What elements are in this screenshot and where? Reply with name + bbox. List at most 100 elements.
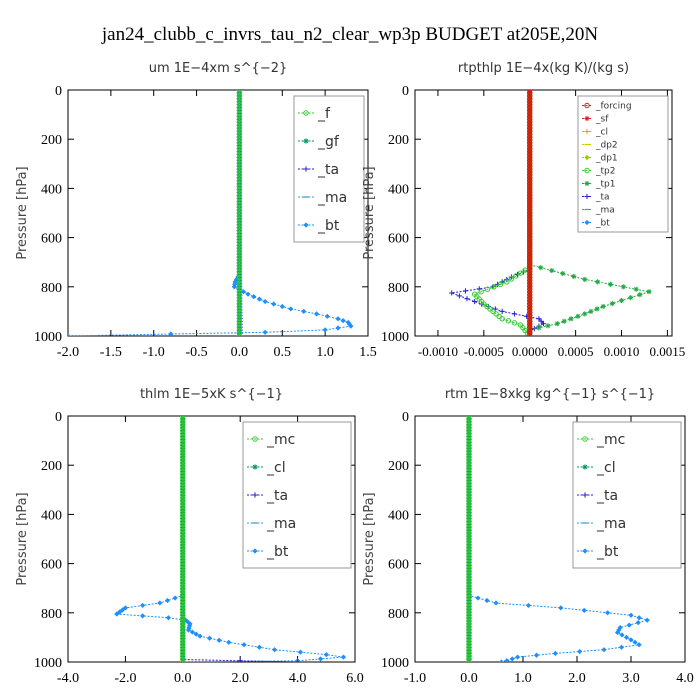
data-point xyxy=(466,486,472,492)
data-point xyxy=(180,565,186,571)
data-point xyxy=(466,612,472,618)
data-point xyxy=(527,110,533,117)
data-point xyxy=(236,286,243,292)
data-point xyxy=(180,656,186,662)
data-point xyxy=(527,289,533,295)
data-point xyxy=(180,518,186,525)
data-point xyxy=(527,104,533,111)
data-point xyxy=(466,507,472,513)
data-point xyxy=(180,509,186,516)
data-point xyxy=(549,267,555,274)
data-point xyxy=(236,324,243,330)
legend-entry: _forcing xyxy=(595,102,632,112)
x-tick-label: -0.0010 xyxy=(418,344,458,359)
data-point xyxy=(536,325,542,331)
data-point xyxy=(180,507,186,513)
y-tick-label: 800 xyxy=(41,607,62,622)
data-point xyxy=(527,140,533,146)
data-point xyxy=(236,113,243,120)
data-point xyxy=(466,477,472,484)
data-point xyxy=(527,160,533,166)
data-point xyxy=(527,128,533,134)
data-point xyxy=(236,201,243,207)
x-tick-label: -1.0 xyxy=(143,345,165,360)
data-point xyxy=(180,483,186,489)
data-point xyxy=(527,224,533,231)
x-tick-label: 0.0015 xyxy=(650,344,686,359)
data-point xyxy=(466,433,472,440)
x-tick-label: 1.5 xyxy=(359,345,377,360)
y-tick-label: 400 xyxy=(388,508,409,523)
data-point xyxy=(180,650,186,656)
data-point xyxy=(466,632,472,639)
data-point xyxy=(466,433,472,440)
data-point xyxy=(466,425,472,431)
data-point xyxy=(180,419,186,425)
legend-entry: _ta xyxy=(595,193,610,203)
data-point xyxy=(609,300,615,307)
data-point xyxy=(636,615,642,621)
data-point xyxy=(180,571,186,577)
data-point xyxy=(236,298,243,304)
data-point xyxy=(466,445,472,451)
data-point xyxy=(527,163,533,169)
data-point xyxy=(466,635,472,642)
legend-marker xyxy=(584,102,590,109)
data-point xyxy=(180,527,186,533)
data-point xyxy=(288,306,294,312)
data-point xyxy=(180,635,186,642)
data-point xyxy=(180,527,186,533)
data-point xyxy=(140,602,146,609)
data-point xyxy=(236,210,243,216)
data-point xyxy=(466,515,472,522)
data-point xyxy=(466,615,472,621)
data-point xyxy=(466,489,472,495)
data-point xyxy=(301,308,307,314)
data-point xyxy=(180,515,186,522)
legend-entry: _sf xyxy=(595,115,609,125)
panel-title: rtpthlp 1E−4x(kg K)/(kg s) xyxy=(458,61,629,76)
data-point xyxy=(180,621,186,627)
data-point xyxy=(180,425,186,431)
data-point xyxy=(466,650,472,656)
data-point xyxy=(180,562,186,568)
data-point xyxy=(180,492,186,498)
data-point xyxy=(232,281,238,287)
data-point xyxy=(466,597,472,604)
data-point xyxy=(322,327,328,333)
data-point xyxy=(527,222,533,228)
data-point xyxy=(236,198,243,204)
data-point xyxy=(236,292,243,298)
data-point xyxy=(236,216,243,222)
data-point xyxy=(628,295,634,301)
data-point xyxy=(527,327,533,333)
data-point xyxy=(561,318,567,324)
data-point xyxy=(527,280,533,286)
data-point xyxy=(236,304,243,310)
data-point xyxy=(180,416,186,422)
data-point xyxy=(498,659,504,662)
data-point xyxy=(493,600,499,606)
data-point xyxy=(236,140,243,146)
data-point xyxy=(197,633,203,639)
data-point xyxy=(633,286,639,292)
data-point xyxy=(466,492,472,498)
data-point xyxy=(236,181,243,187)
data-point xyxy=(236,289,243,295)
data-point xyxy=(324,313,330,319)
data-point xyxy=(180,442,186,448)
data-point xyxy=(180,562,186,569)
data-point xyxy=(527,166,533,172)
data-point xyxy=(180,471,186,478)
data-point xyxy=(466,454,472,460)
data-point xyxy=(335,316,341,322)
data-point xyxy=(527,271,533,278)
data-point xyxy=(466,510,472,516)
data-point xyxy=(527,286,533,292)
data-point xyxy=(527,154,533,161)
data-point xyxy=(527,312,533,319)
data-point xyxy=(466,571,472,577)
data-point xyxy=(515,654,521,660)
data-point xyxy=(527,295,533,301)
